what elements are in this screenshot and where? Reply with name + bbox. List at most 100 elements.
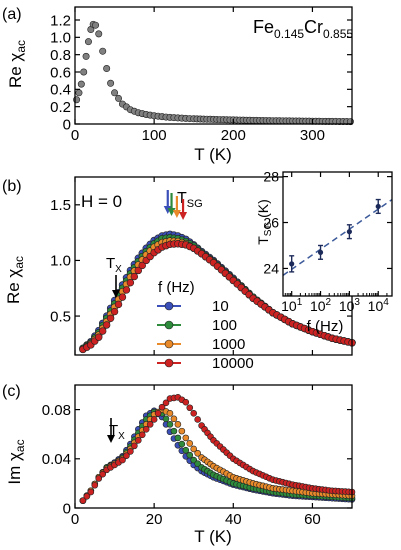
legend-label: 10000: [212, 355, 254, 372]
y-tick-label: 0.2: [50, 99, 71, 116]
data-point: [182, 434, 190, 442]
panel-b-ylabel-main: Re χ: [4, 269, 23, 304]
panel-b-label: (b): [2, 178, 22, 195]
data-point: [138, 431, 146, 439]
formula-cr-sub: 0.855: [323, 27, 353, 41]
y-tick-label: 1.2: [50, 12, 71, 29]
data-point: [186, 440, 194, 447]
tsg-label-sub: SG: [187, 198, 203, 210]
material-formula: Fe0.145Cr0.855: [253, 17, 353, 41]
panel-b-ylabel-sub: ac: [12, 256, 26, 269]
data-point: [122, 286, 131, 294]
panel-c-label: (c): [2, 383, 21, 400]
panel-b: (b) H = 0 0.51.01.5 Re χac TSG TX f (Hz)…: [2, 168, 393, 372]
x-tick-label: 200: [221, 127, 246, 144]
x-tick-label-base: 10: [281, 298, 297, 314]
data-point: [77, 80, 85, 88]
x-tick-label-base: 10: [339, 298, 355, 314]
data-point: [182, 446, 190, 454]
tx-arrow-b: [112, 275, 120, 298]
x-tick-label: 102: [310, 297, 332, 314]
data-point: [135, 437, 142, 444]
x-tick-label-exp: 2: [326, 297, 332, 308]
axes-frame: [74, 384, 353, 509]
x-tick-label-exp: 3: [354, 297, 360, 308]
legend-marker: [164, 358, 174, 368]
y-tick-label: 0.4: [50, 82, 71, 99]
legend: f (Hz) 10 100 1000 10000: [157, 279, 254, 372]
data-point: [174, 434, 182, 442]
panel-c-ylabel-sub: ac: [13, 439, 27, 452]
field-label: H = 0: [81, 192, 122, 211]
data-point: [123, 452, 130, 460]
y-tick-label: 1.0: [50, 30, 71, 47]
x-tick-label-base: 10: [368, 298, 384, 314]
tx-label-c-main: T: [109, 422, 118, 439]
data-point: [99, 47, 107, 55]
y-tick-label: 0: [63, 116, 71, 133]
tx-label-b-sub: X: [115, 264, 122, 275]
x-tick-label: 104: [368, 297, 390, 314]
data-point: [80, 68, 88, 76]
x-tick-label: 20: [146, 511, 163, 528]
data-point: [158, 403, 166, 411]
panel-b-ylabel: Re χac: [4, 256, 26, 304]
panel-a-xlabel: T (K): [194, 145, 231, 164]
fit-line: [282, 198, 393, 276]
x-tick-label-exp: 4: [383, 297, 389, 308]
formula-fe: Fe: [253, 17, 274, 37]
data-point: [103, 65, 111, 73]
data-point: [166, 409, 174, 417]
data-point: [186, 451, 194, 459]
inset-ylabel-sub: SG: [263, 222, 274, 237]
x-tick-label: 40: [225, 511, 242, 528]
panel-c-plot: 0 20 40 60 0 0.04 0.08: [42, 384, 356, 528]
data-point: [95, 30, 103, 38]
inset-background: [283, 172, 392, 296]
series-10000: [79, 393, 356, 504]
data-point: [190, 445, 198, 453]
tsg-label-main: T: [177, 190, 187, 207]
panel-a-ylabel-sub: ac: [14, 40, 28, 53]
tx-label-b: TX: [106, 255, 122, 275]
data-point: [162, 399, 170, 407]
legend-label: 100: [212, 317, 237, 334]
panel-c: (c) 0 20 40 60 0 0.04 0.08 Im χac T (K) TX: [2, 383, 356, 546]
data-point: [73, 96, 81, 104]
y-tick-label: 0.5: [50, 308, 71, 325]
data-point: [107, 79, 115, 87]
data-point: [87, 488, 95, 496]
data-point: [162, 415, 170, 423]
data-point: [150, 416, 158, 423]
legend-title: f (Hz): [158, 279, 195, 296]
x-tick-label: 60: [304, 511, 321, 528]
y-tick-label: 0.6: [50, 64, 71, 81]
legend-label: 10: [212, 298, 229, 315]
legend-label: 1000: [212, 336, 245, 353]
data-point: [134, 266, 143, 275]
legend-marker: [164, 301, 174, 311]
inset-ylabel-unit: (K): [255, 199, 271, 222]
inset-ylabel-main: T: [255, 236, 271, 245]
data-point: [92, 21, 100, 29]
data-point: [115, 94, 123, 102]
tx-label-b-main: T: [106, 255, 115, 272]
inset-ylabel: TSG (K): [255, 199, 274, 245]
data-point: [170, 427, 178, 435]
data-point: [75, 89, 83, 97]
data-point: [194, 449, 201, 457]
data-point: [182, 398, 190, 406]
tx-label-c-sub: X: [118, 431, 125, 442]
y-tick-label: 0.04: [42, 451, 71, 468]
data-point: [174, 421, 182, 428]
data-point: [106, 314, 115, 322]
panel-c-xlabel: T (K): [194, 527, 231, 546]
tsg-arrow-head: [172, 210, 181, 218]
inset-point: [317, 249, 324, 255]
x-tick-label: 100: [142, 127, 167, 144]
formula-cr: Cr: [304, 17, 323, 37]
data-point: [166, 421, 174, 428]
